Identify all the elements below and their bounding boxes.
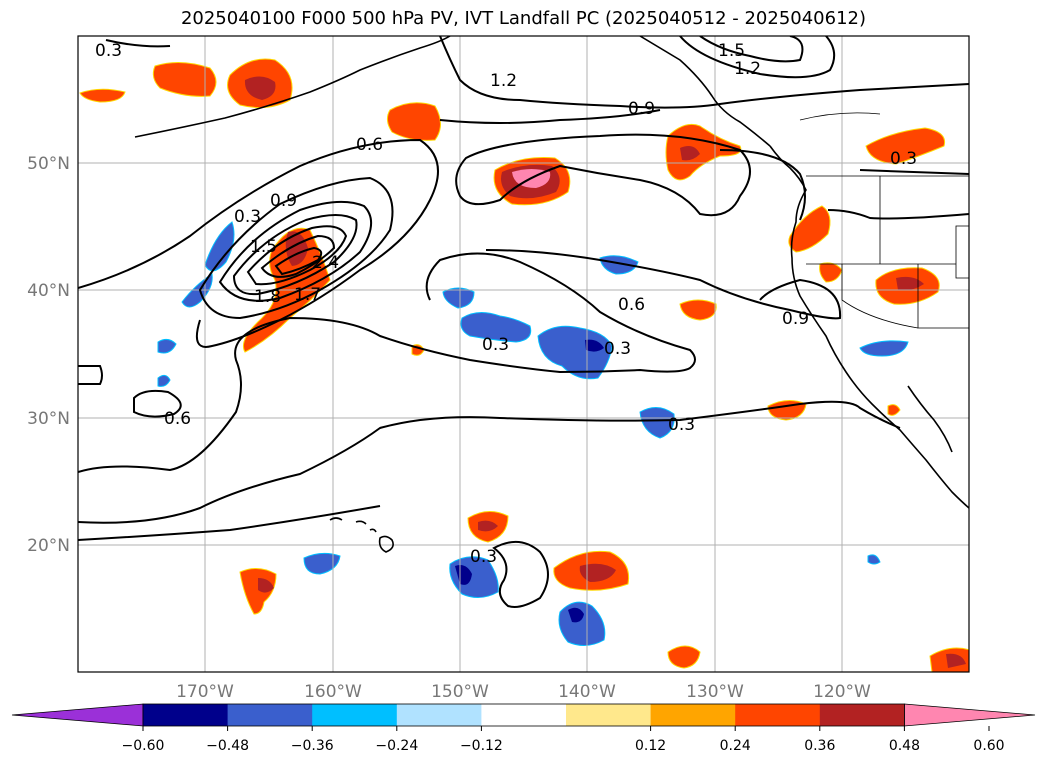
colorbar-tick-label: −0.48 (206, 738, 249, 754)
contour-label: 0.3 (668, 415, 695, 435)
colorbar-tick-label: −0.36 (291, 738, 334, 754)
colorbar-tick-label: −0.60 (122, 738, 165, 754)
contour-label: 0.9 (270, 191, 297, 211)
ivt-anomaly-positive (887, 404, 901, 416)
contour-label: 0.6 (618, 295, 645, 315)
longitude-labels: 170°W 160°W 150°W 140°W 130°W 120°W (176, 682, 871, 702)
ivt-anomaly-positive (865, 127, 946, 165)
colorbar-outline (142, 703, 905, 727)
ivt-anomaly-strong-positive (258, 578, 274, 593)
ivt-anomaly-negative (639, 407, 675, 439)
contour-label: 0.3 (95, 41, 122, 61)
pv-contours (78, 36, 969, 608)
lon-label: 130°W (686, 682, 744, 702)
ivt-anomaly-positive (679, 299, 717, 321)
ivt-anomaly-negative (867, 554, 881, 565)
contour-label: 0.3 (604, 339, 631, 359)
ivt-anomaly-strong-negative (568, 607, 584, 623)
ivt-anomaly-negative (157, 374, 171, 387)
lon-label: 160°W (304, 682, 362, 702)
ivt-anomaly-positive (239, 568, 277, 615)
colorbar: −0.60 −0.48 −0.36 −0.24 −0.12 0.12 0.24 0.36 0.4… (11, 703, 1036, 754)
latitude-labels: 50°N 40°N 30°N 20°N (27, 154, 70, 556)
contour-label: 0.3 (234, 207, 261, 227)
contour-label: 1.5 (250, 237, 277, 257)
lon-label: 170°W (176, 682, 234, 702)
colorbar-segment (650, 704, 736, 726)
ivt-anomaly-negative (157, 338, 177, 354)
ivt-anomaly-strong-positive (680, 146, 700, 161)
ivt-anomaly-positive (386, 102, 441, 141)
contour-label: 0.9 (782, 309, 809, 329)
contour-label: 2.4 (312, 253, 339, 273)
ivt-anomaly-positive (667, 645, 701, 669)
contour-label: 1.2 (490, 71, 517, 91)
lon-label: 140°W (558, 682, 616, 702)
contour-label: 0.6 (164, 409, 191, 429)
contour-label: 0.3 (482, 335, 509, 355)
colorbar-segment (735, 704, 821, 726)
colorbar-segment (481, 704, 567, 726)
contour-labels: 0.3 1.5 1.2 1.2 0.9 0.6 0.3 0.9 0.3 1.5 … (95, 41, 917, 567)
lat-label: 30°N (27, 409, 70, 429)
contour-label: 0.6 (356, 135, 383, 155)
map-title: 2025040100 F000 500 hPa PV, IVT Landfall… (180, 8, 867, 29)
ivt-anomaly-negative (442, 287, 475, 309)
ivt-anomaly-strong-positive (946, 653, 966, 668)
map-frame (77, 35, 970, 673)
ivt-anomaly-strong-positive (244, 76, 276, 100)
ivt-anomaly-strong-positive (896, 276, 924, 291)
colorbar-segment (396, 704, 482, 726)
contour-label: 0.3 (470, 547, 497, 567)
colorbar-tick-label: 0.36 (804, 738, 835, 754)
contour-label: 1.2 (734, 59, 761, 79)
contour-label: 1.7 (294, 285, 321, 305)
contour-label: 1.8 (254, 287, 281, 307)
ivt-anomaly-strong-positive (478, 520, 498, 532)
ivt-anomaly-positive (152, 62, 217, 97)
colorbar-segment (566, 704, 652, 726)
ivt-anomaly-strong-negative (585, 339, 604, 352)
colorbar-segment (312, 704, 398, 726)
state-borders (799, 112, 969, 329)
ivt-anomaly-negative (303, 552, 341, 575)
colorbar-extend-low (11, 703, 144, 727)
colorbar-tick-label: −0.24 (375, 738, 418, 754)
ivt-anomaly-strong-positive (579, 563, 616, 582)
colorbar-tick-label: 0.60 (973, 738, 1004, 754)
colorbar-segment (227, 704, 313, 726)
lat-label: 50°N (27, 154, 70, 174)
colorbar-tick-label: 0.24 (720, 738, 751, 754)
ivt-anomaly-positive (819, 262, 843, 283)
contour-label: 0.3 (890, 149, 917, 169)
lon-label: 120°W (813, 682, 871, 702)
colorbar-tick-label: 0.12 (635, 738, 666, 754)
lat-label: 40°N (27, 281, 70, 301)
ivt-anomaly-positive (79, 88, 126, 103)
colorbar-extend-high (904, 703, 1036, 727)
contour-label: 0.9 (628, 99, 655, 119)
ivt-anomaly-negative (537, 325, 613, 380)
colorbar-segment (143, 704, 229, 726)
lon-label: 150°W (431, 682, 489, 702)
ivt-anomaly-negative (859, 340, 909, 357)
contour-label: 1.5 (718, 41, 745, 61)
ivt-anomaly-strong-negative (455, 565, 472, 585)
ivt-anomaly-negative (599, 255, 639, 275)
colorbar-tick-label: −0.12 (460, 738, 503, 754)
lat-label: 20°N (27, 536, 70, 556)
coastlines (134, 36, 969, 553)
ivt-anomaly-negative (460, 312, 532, 343)
colorbar-segment (819, 704, 905, 726)
colorbar-tick-label: 0.48 (889, 738, 920, 754)
